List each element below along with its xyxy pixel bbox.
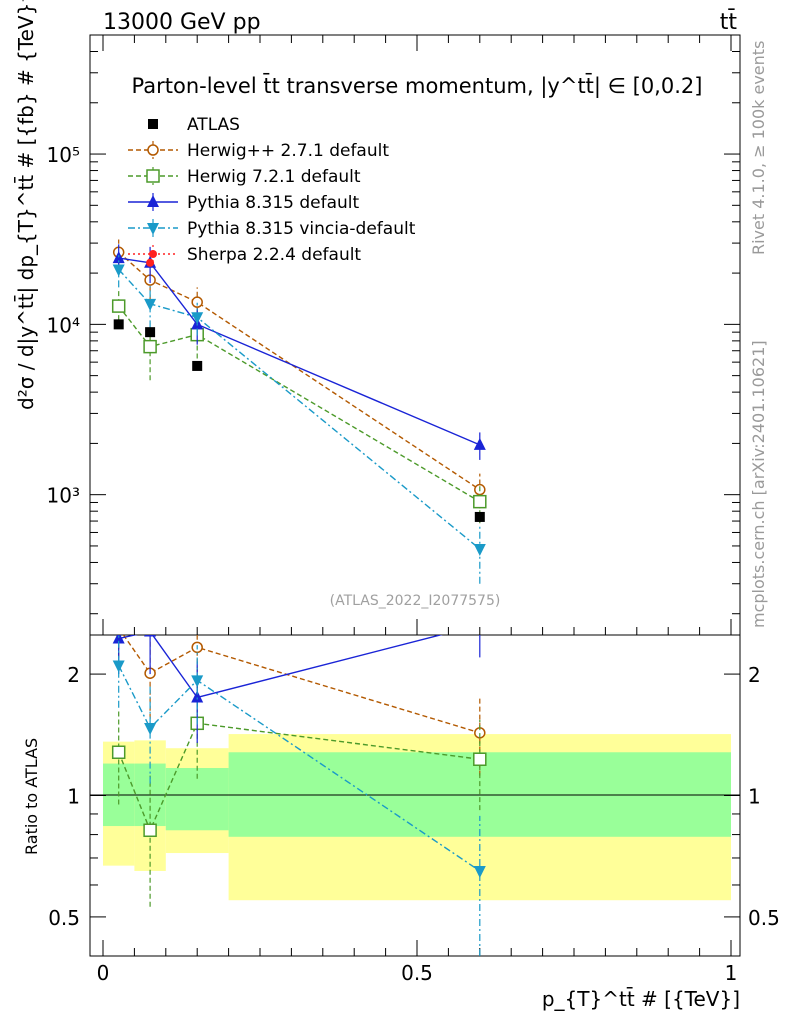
legend-label: Herwig++ 2.7.1 default — [187, 141, 389, 161]
legend-entry-4: Pythia 8.315 vincia-default — [128, 219, 416, 239]
legend-label: ATLAS — [187, 115, 240, 135]
ratio-tick-label-right: 2 — [748, 663, 761, 687]
ratio-line — [118, 722, 480, 833]
ratio-tick-label-left: 1 — [67, 785, 80, 809]
series-line — [118, 257, 481, 446]
data-point — [192, 360, 203, 371]
legend-entry-1: Herwig++ 2.7.1 default — [128, 141, 389, 161]
main-series-group — [111, 239, 487, 584]
legend-marker — [147, 195, 159, 207]
ratio-series-2 — [112, 635, 481, 743]
series-point — [112, 264, 125, 277]
series-point — [473, 437, 486, 450]
chart-title: Parton-level t̄t transverse momentum, |y… — [132, 73, 703, 99]
ratio-point — [144, 723, 157, 736]
header-left: 13000 GeV pp — [103, 10, 261, 35]
ratio-point — [112, 635, 125, 644]
legend-marker — [149, 250, 157, 258]
legend-label: Pythia 8.315 default — [187, 193, 360, 213]
series-point — [191, 296, 203, 308]
analysis-label: (ATLAS_2022_I2077575) — [330, 593, 501, 609]
series-line — [118, 305, 481, 503]
ratio-line — [118, 635, 443, 699]
legend-label: Sherpa 2.2.4 default — [187, 245, 361, 265]
data-point — [113, 319, 124, 330]
legend-entry-0: ATLAS — [148, 115, 240, 135]
main-axis-ticks: 10³ 10⁴ 10⁵ 0 0.5 1 — [47, 34, 740, 985]
y-tick-label: 10⁴ — [47, 313, 80, 337]
series-0 — [112, 239, 486, 509]
series-point — [111, 299, 126, 313]
x-tick-label: 0.5 — [401, 961, 433, 985]
ratio-point — [143, 823, 157, 838]
series-point — [143, 339, 157, 354]
ratio-point — [473, 865, 486, 878]
series-point — [146, 258, 155, 267]
series-2 — [112, 244, 486, 460]
y-axis-label: d²σ / d|y^tt̄| dp_{T}^tt̄ # [{fb} # {TeV… — [13, 0, 38, 410]
legend-marker — [146, 169, 160, 183]
mcplots-label: mcplots.cern.ch [arXiv:2401.10621] — [749, 340, 768, 628]
series-point — [144, 298, 157, 311]
x-tick-label: 1 — [725, 961, 738, 985]
ratio-point — [191, 690, 204, 703]
series-4 — [146, 258, 155, 267]
y-tick-label: 10³ — [47, 484, 80, 508]
x-axis-label: p_{T}^tt̄ # [{TeV}] — [542, 986, 740, 1011]
legend-label: Herwig 7.2.1 default — [187, 167, 361, 187]
ratio-tick-label-right: 0.5 — [748, 906, 780, 930]
data-point — [145, 327, 156, 338]
ratio-tick-label-right: 1 — [748, 785, 761, 809]
rivet-label: Rivet 4.1.0, ≥ 100k events — [749, 41, 768, 255]
ratio-point — [114, 623, 124, 633]
legend-entry-3: Pythia 8.315 default — [128, 193, 360, 213]
ratio-tick-label-left: 0.5 — [48, 906, 80, 930]
legend-marker — [148, 119, 158, 129]
x-tick-label: 0 — [97, 961, 110, 985]
data-point — [474, 511, 485, 522]
ratio-point — [144, 635, 157, 637]
series-point — [473, 543, 486, 556]
legend-marker — [147, 144, 159, 156]
ratio-point — [111, 745, 126, 760]
series-1 — [111, 289, 487, 524]
legend-entry-2: Herwig 7.2.1 default — [128, 167, 361, 187]
series-line — [118, 251, 481, 491]
series-point — [191, 312, 204, 325]
y-tick-label: 10⁵ — [47, 143, 80, 167]
header-right: tt̄ — [720, 9, 738, 35]
legend-marker — [147, 223, 159, 235]
ratio-line — [118, 665, 481, 872]
series-point — [473, 494, 487, 509]
atlas-data-points — [113, 319, 485, 523]
ratio-y-axis-label: Ratio to ATLAS — [22, 738, 41, 855]
ratio-point — [112, 660, 125, 673]
legend-label: Pythia 8.315 vincia-default — [187, 219, 416, 239]
series-3 — [112, 255, 486, 584]
ratio-series-3 — [112, 635, 486, 956]
legend-entry-5: Sherpa 2.2.4 default — [128, 245, 361, 265]
ratio-series-group — [111, 623, 487, 956]
series-line — [118, 269, 481, 550]
ratio-line — [122, 635, 481, 734]
ratio-point — [473, 752, 487, 766]
legend: ATLAS Herwig++ 2.7.1 default Herwig 7.2.1 … — [128, 115, 416, 265]
ratio-point — [191, 675, 204, 688]
ratio-axis-ticks: 0.5 0.5 1 1 2 2 — [48, 663, 780, 957]
ratio-tick-label-left: 2 — [67, 663, 80, 687]
